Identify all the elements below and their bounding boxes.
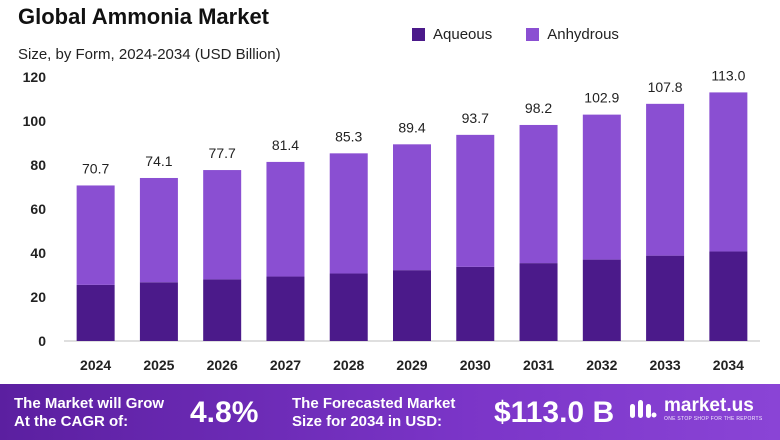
bar-aqueous-2034: [709, 251, 748, 341]
brand-tagline: ONE STOP SHOP FOR THE REPORTS: [664, 416, 763, 422]
data-label-total-2025: 74.1: [145, 153, 172, 169]
bar-aqueous-2030: [456, 266, 495, 341]
bar-aqueous-2024: [76, 284, 115, 341]
y-tick-label: 20: [30, 289, 46, 305]
chart-subtitle: Size, by Form, 2024-2034 (USD Billion): [18, 46, 281, 63]
market-us-logo-icon: [630, 400, 657, 418]
data-label-total-2026: 77.7: [209, 145, 236, 161]
bar-aqueous-2033: [646, 255, 685, 341]
x-tick-label-2024: 2024: [80, 357, 111, 373]
forecast-label-line2: Size for 2034 in USD:: [292, 413, 443, 430]
data-label-total-2034: 113.0: [711, 67, 745, 83]
y-tick-label: 120: [23, 69, 47, 85]
y-tick-label: 100: [23, 113, 47, 129]
data-label-total-2032: 102.9: [584, 90, 619, 106]
x-tick-label-2029: 2029: [396, 357, 427, 373]
forecast-label-line1: The Forecasted Market: [292, 395, 456, 412]
bar-anhydrous-2027: [266, 161, 305, 277]
x-tick-label-2031: 2031: [523, 357, 554, 373]
x-tick-label-2033: 2033: [650, 357, 681, 373]
legend-swatch-aqueous: [412, 28, 425, 41]
cagr-label-line2: At the CAGR of:: [14, 413, 129, 430]
x-tick-label-2034: 2034: [713, 357, 744, 373]
legend-item-anhydrous: Anhydrous: [526, 26, 619, 43]
y-tick-label: 0: [38, 333, 46, 349]
legend-swatch-anhydrous: [526, 28, 540, 41]
bar-anhydrous-2034: [709, 92, 748, 252]
y-tick-label: 80: [30, 157, 46, 173]
data-label-total-2031: 98.2: [525, 100, 552, 116]
data-label-total-2029: 89.4: [398, 119, 425, 135]
bar-anhydrous-2033: [646, 103, 685, 256]
data-label-total-2024: 70.7: [82, 160, 109, 176]
bar-anhydrous-2028: [329, 153, 368, 274]
bar-anhydrous-2024: [76, 185, 115, 285]
y-tick-label: 40: [30, 245, 46, 261]
data-label-total-2033: 107.8: [648, 79, 683, 95]
bar-aqueous-2032: [582, 259, 621, 341]
brand-logo[interactable]: market.us ONE STOP SHOP FOR THE REPORTS: [628, 396, 763, 422]
bar-aqueous-2026: [203, 279, 242, 341]
data-label-total-2027: 81.4: [272, 137, 299, 153]
bar-aqueous-2025: [139, 282, 178, 341]
bar-anhydrous-2026: [203, 170, 242, 280]
x-tick-label-2027: 2027: [270, 357, 301, 373]
bar-aqueous-2027: [266, 276, 305, 341]
bar-aqueous-2031: [519, 263, 558, 341]
data-label-total-2030: 93.7: [462, 110, 489, 126]
brand-name: market.us: [664, 395, 754, 416]
legend-label-anhydrous: Anhydrous: [547, 26, 619, 43]
x-tick-label-2032: 2032: [586, 357, 617, 373]
cagr-label-line1: The Market will Grow: [14, 395, 165, 412]
bar-anhydrous-2030: [456, 134, 495, 267]
data-label-total-2028: 85.3: [335, 128, 362, 144]
legend-label-aqueous: Aqueous: [433, 26, 493, 43]
legend-item-aqueous: Aqueous: [412, 26, 492, 43]
footer-banner: The Market will Grow At the CAGR of: 4.8…: [0, 384, 780, 440]
forecast-label: The Forecasted Market Size for 2034 in U…: [292, 395, 455, 431]
bar-aqueous-2028: [329, 273, 368, 341]
bar-anhydrous-2025: [139, 177, 178, 283]
y-tick-label: 60: [30, 201, 46, 217]
x-tick-label-2030: 2030: [460, 357, 491, 373]
x-tick-label-2026: 2026: [207, 357, 238, 373]
cagr-label: The Market will Grow At the CAGR of:: [14, 395, 164, 431]
bar-anhydrous-2029: [393, 144, 431, 271]
x-tick-label-2025: 2025: [143, 357, 174, 373]
cagr-value: 4.8%: [190, 396, 259, 429]
stacked-bar-chart: 0 20 40 60 80 100 120 70.7 2024 74.1 2025 77.7 2026 8…: [23, 67, 760, 373]
chart-legend: Aqueous Anhydrous: [412, 26, 619, 43]
bar-anhydrous-2031: [519, 124, 558, 264]
x-tick-label-2028: 2028: [333, 357, 364, 373]
forecast-value: $113.0 B: [494, 396, 615, 429]
bar-anhydrous-2032: [582, 114, 621, 260]
bar-aqueous-2029: [393, 270, 431, 341]
chart-title: Global Ammonia Market: [18, 4, 270, 29]
